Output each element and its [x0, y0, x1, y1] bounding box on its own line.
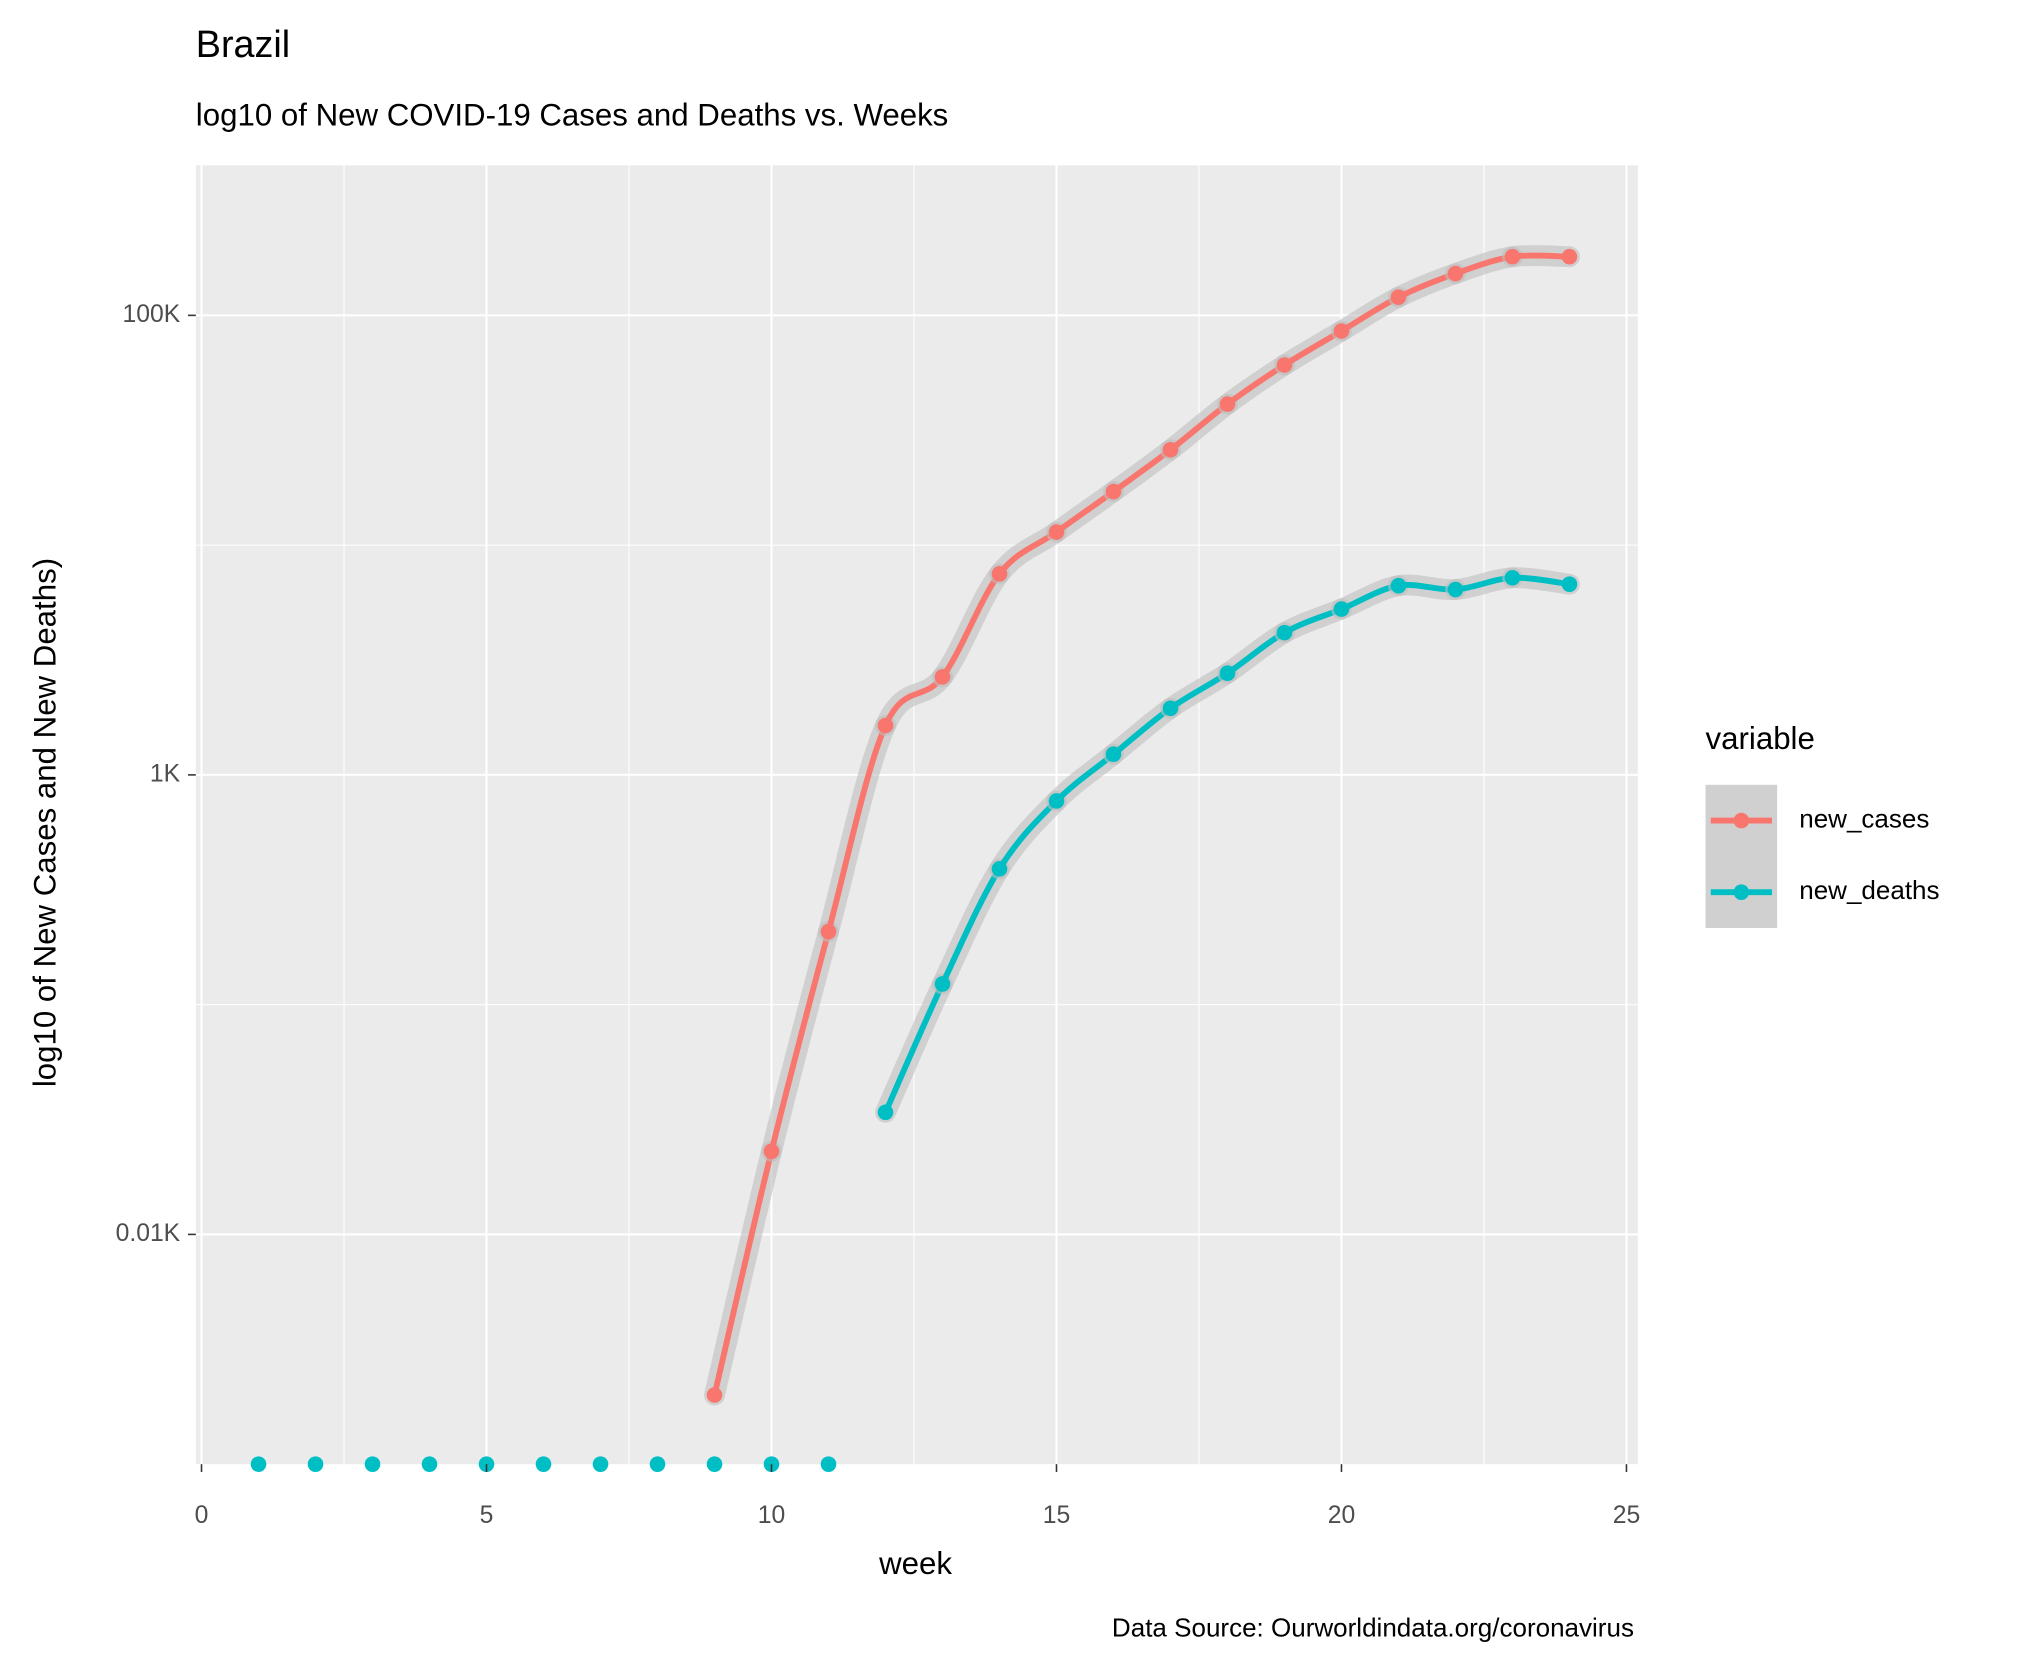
legend-label: new_deaths — [1799, 875, 1939, 905]
point — [250, 1456, 267, 1472]
point — [307, 1456, 324, 1472]
point — [421, 1456, 438, 1472]
legend-key-point — [1733, 812, 1750, 829]
point — [1105, 746, 1122, 763]
point — [1219, 665, 1236, 682]
point — [1447, 581, 1464, 598]
x-tick-label: 20 — [1328, 1502, 1356, 1529]
point — [1561, 248, 1578, 265]
point — [649, 1456, 666, 1472]
point — [364, 1456, 381, 1472]
x-tick-label: 5 — [480, 1502, 494, 1529]
y-axis-title: log10 of New Cases and New Deaths) — [28, 558, 63, 1087]
point — [1447, 265, 1464, 282]
line-segment — [939, 570, 1003, 680]
point — [1333, 601, 1350, 617]
point — [820, 923, 837, 940]
point — [820, 1456, 837, 1472]
y-tick-label: 1K — [150, 760, 181, 787]
point — [592, 1456, 609, 1472]
line-segment — [825, 722, 889, 935]
point — [1504, 569, 1521, 586]
point — [1162, 700, 1179, 717]
point — [1105, 483, 1122, 500]
point — [934, 976, 951, 992]
point — [991, 566, 1008, 582]
point — [1561, 576, 1578, 593]
point — [1333, 323, 1350, 339]
y-tick-label: 100K — [122, 301, 180, 328]
point — [1219, 396, 1236, 412]
legend-key-point — [1733, 884, 1750, 900]
line-segment — [768, 928, 832, 1155]
chart-title: Brazil — [196, 23, 290, 65]
point — [934, 669, 951, 685]
line-segment — [882, 981, 946, 1116]
point — [1504, 248, 1521, 265]
line-segment — [711, 1148, 775, 1398]
line-segment — [939, 865, 1003, 987]
caption: Data Source: Ourworldindata.org/coronavi… — [1112, 1612, 1634, 1642]
point — [706, 1456, 723, 1472]
point — [706, 1387, 723, 1403]
point — [1276, 357, 1293, 373]
point — [1162, 441, 1179, 458]
plot-panel — [195, 165, 1638, 1465]
x-tick-label: 25 — [1613, 1502, 1641, 1529]
point — [877, 1104, 894, 1121]
legend-label: new_cases — [1799, 803, 1929, 833]
point — [1276, 624, 1293, 641]
point — [1048, 793, 1065, 809]
x-tick-label: 0 — [195, 1502, 209, 1529]
point — [1390, 289, 1407, 305]
y-tick-label: 0.01K — [116, 1220, 181, 1247]
point — [535, 1456, 552, 1472]
x-tick-label: 10 — [758, 1502, 785, 1529]
x-tick-label: 15 — [1043, 1502, 1070, 1529]
point — [1390, 577, 1407, 594]
x-axis-title: week — [878, 1546, 952, 1581]
point — [763, 1143, 780, 1160]
legend-key-background — [1705, 784, 1778, 928]
point — [877, 717, 894, 734]
chart-subtitle: log10 of New COVID-19 Cases and Deaths v… — [196, 97, 948, 132]
point — [991, 861, 1008, 877]
line-segment — [1509, 252, 1573, 260]
legend-title: variable — [1706, 721, 1815, 756]
point — [1048, 524, 1065, 540]
